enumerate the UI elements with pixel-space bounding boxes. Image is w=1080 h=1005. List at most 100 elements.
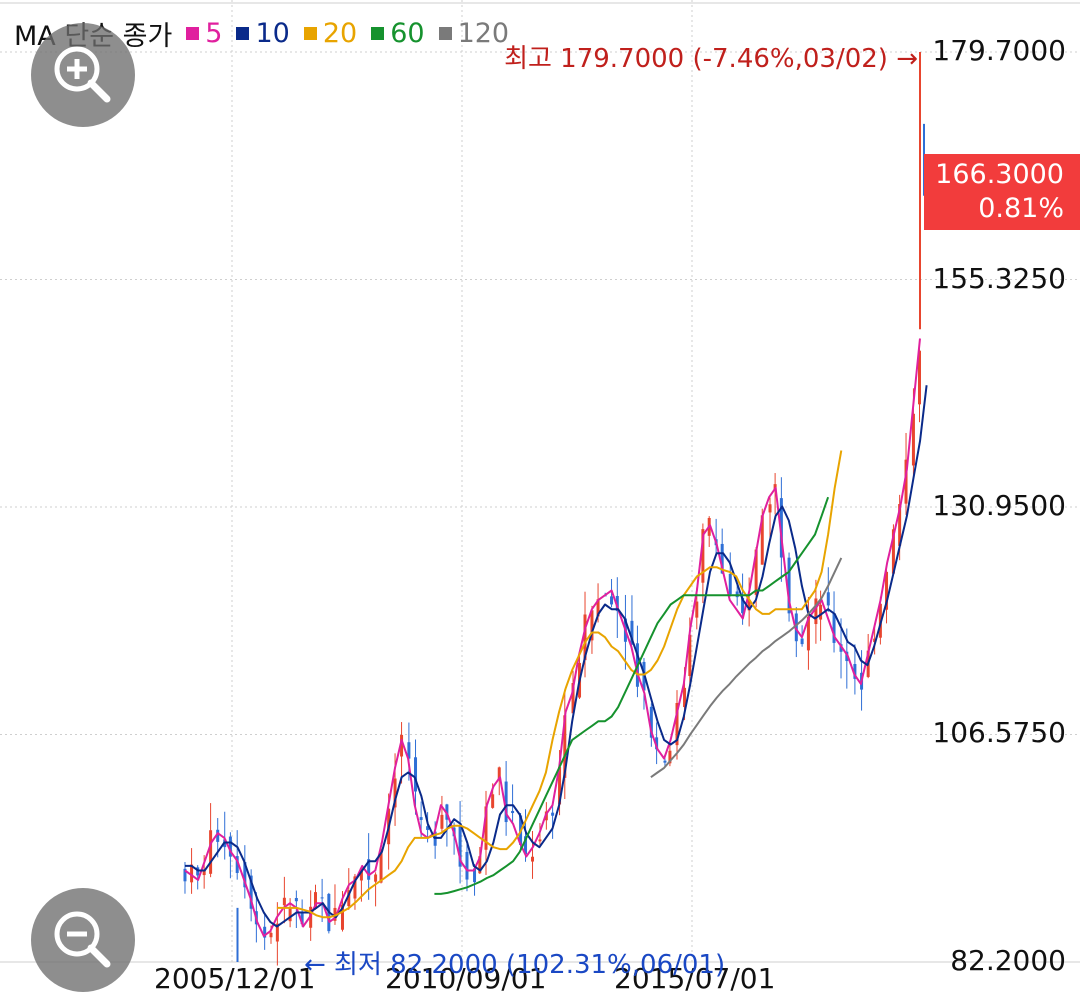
candle-body <box>630 620 634 645</box>
low-annotation: ← 최저 82.2000 (102.31%,06/01) <box>304 950 726 980</box>
candle-body <box>314 892 318 909</box>
candle-body <box>426 826 430 830</box>
candle-body <box>768 504 772 513</box>
candle-body <box>760 515 764 565</box>
candle-body <box>701 529 705 583</box>
candle-body <box>826 592 830 606</box>
ma-line-20 <box>276 450 843 919</box>
legend-swatch <box>186 26 200 40</box>
x-tick-label: 2010/09/01 <box>385 962 547 995</box>
candle-body <box>400 734 404 757</box>
candle-body <box>747 599 751 611</box>
candle-body <box>663 760 667 763</box>
candle-body <box>190 864 194 883</box>
candle-body <box>720 543 724 574</box>
candle-body <box>263 926 267 938</box>
candle-body <box>917 350 921 405</box>
legend-swatch <box>303 26 317 40</box>
candle-body <box>839 644 843 652</box>
candle-body <box>819 604 823 620</box>
candle-body <box>511 810 515 814</box>
legend-item-ma120: 120 <box>438 17 510 49</box>
candle-body <box>814 598 818 625</box>
candle-body <box>800 638 804 645</box>
candle-body <box>583 614 587 661</box>
candle-body <box>288 908 292 922</box>
candle-body <box>668 750 672 764</box>
legend-label: 60 <box>390 17 425 49</box>
y-tick-label: 82.2000 <box>950 944 1066 977</box>
candle-body <box>779 498 783 558</box>
candle-body <box>885 571 889 610</box>
candle-body <box>754 549 758 595</box>
candle-body <box>300 911 304 925</box>
legend-label: 120 <box>457 17 510 49</box>
candle-body <box>294 897 298 902</box>
legend-items: 5 10 20 60 120 <box>186 18 523 49</box>
candle-body <box>333 907 337 921</box>
legend-swatch <box>236 26 250 40</box>
candle-body <box>340 904 344 930</box>
candle-body <box>353 876 357 899</box>
candle-body <box>571 683 575 714</box>
y-tick-label: 155.3250 <box>932 262 1066 295</box>
candle-body <box>615 595 619 612</box>
candle-body <box>741 597 745 614</box>
ma-line-5 <box>184 338 921 937</box>
candle-body <box>491 794 495 808</box>
candle-body <box>419 817 423 820</box>
candle-body <box>440 814 444 829</box>
candle-body <box>228 836 232 857</box>
candle-body <box>367 859 371 880</box>
zoom-in-button[interactable] <box>31 23 135 127</box>
candle-body <box>794 613 798 642</box>
candle-body <box>911 413 915 466</box>
y-tick-label: 106.5750 <box>932 716 1066 749</box>
zoom-out-button[interactable] <box>31 888 135 992</box>
candle-body <box>275 923 279 942</box>
legend-item-ma10: 10 <box>236 18 290 49</box>
candle-body <box>497 767 501 781</box>
candle-body <box>484 806 488 850</box>
candle-body <box>873 638 877 643</box>
candle-body <box>269 932 273 938</box>
candle-body <box>551 812 555 816</box>
legend-item-ma20: 20 <box>303 17 358 49</box>
candle-body <box>407 742 411 759</box>
candle-body <box>504 781 508 823</box>
legend-item-ma5: 5 <box>186 18 222 49</box>
candle-body <box>393 778 397 808</box>
candle-body <box>465 851 469 880</box>
candle-body <box>249 875 253 909</box>
zoom-out-icon <box>54 911 111 968</box>
candle-body <box>683 687 687 708</box>
candle-body <box>473 868 477 883</box>
candle-body <box>853 664 857 679</box>
candle-body <box>563 715 567 778</box>
candle-body <box>374 874 378 882</box>
candle-body <box>688 634 692 676</box>
y-tick-label: 130.9500 <box>932 489 1066 522</box>
candle-body <box>243 862 247 888</box>
legend-label: 5 <box>205 17 223 49</box>
candle-body <box>898 504 902 546</box>
candle-body <box>183 868 187 882</box>
candle-body <box>787 557 791 614</box>
x-tick-label: 2005/12/01 <box>154 962 316 995</box>
candle-body <box>610 596 614 605</box>
candle-body <box>904 459 908 504</box>
candle-body <box>695 601 699 618</box>
candle-body <box>891 529 895 574</box>
legend-item-ma60: 60 <box>371 17 425 49</box>
high-annotation: 최고 179.7000 (-7.46%,03/02) → <box>504 44 918 74</box>
candle-body <box>209 830 213 874</box>
y-tick-label: 179.7000 <box>932 34 1066 67</box>
candle-body <box>235 856 239 873</box>
candle-body <box>675 702 679 746</box>
legend-swatch <box>438 26 452 40</box>
legend-label: 20 <box>322 17 358 49</box>
candle-body <box>806 616 810 651</box>
candle-body <box>458 826 462 867</box>
